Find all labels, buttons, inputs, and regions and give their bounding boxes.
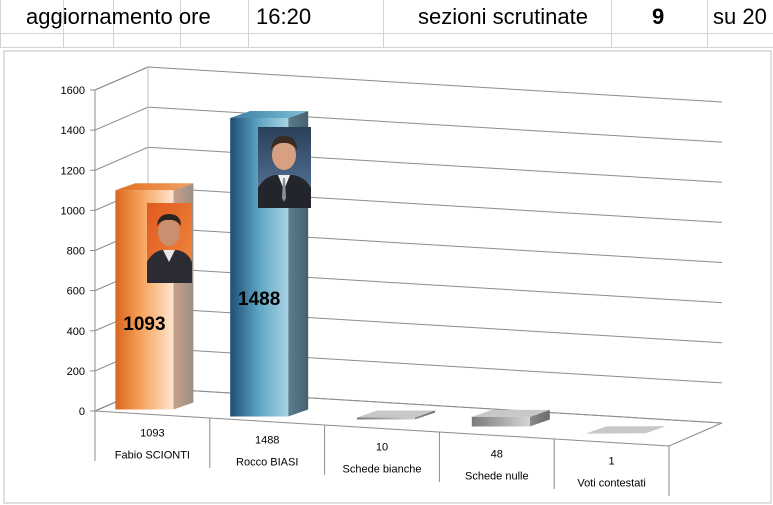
bar-4 [471,409,550,427]
bar-front [471,416,530,427]
grid-line [63,0,64,48]
category-label: Schede bianche [343,464,422,476]
update-label: aggiornamento ore [26,4,211,29]
y-tick-label: 1000 [61,205,85,217]
bar-data-label: 1093 [123,314,165,335]
gridline-depth [94,146,149,171]
y-tick-label: 1400 [61,125,85,137]
y-tick-label: 0 [79,406,85,418]
bar-top [357,410,435,418]
grid-line [113,0,114,48]
gridline [147,106,723,143]
y-tick-label: 600 [67,286,85,298]
category-label: Schede nulle [465,471,529,483]
category-label: Voti contestati [577,478,646,490]
header-row: aggiornamento ore 16:20 sezioni scrutina… [0,0,773,48]
category-value-label: 1093 [140,428,164,440]
grid-line [0,47,773,48]
grid-line [0,33,773,34]
bar-top [586,426,665,434]
bar-top [471,409,550,417]
bar-side [415,410,435,420]
category-value-label: 1 [609,456,615,468]
bar-top [230,110,309,118]
bar-3 [357,410,435,420]
bar-side [644,426,665,434]
grid-line [611,0,612,48]
grid-line [180,0,181,48]
gridline [147,66,723,103]
category-label: Rocco BIASI [236,457,298,469]
gridline-depth [94,106,149,131]
update-time: 16:20 [256,4,312,29]
bar-top [115,183,194,191]
candidate-photo-scionti [147,203,192,283]
grid-line [0,0,1,48]
sections-count: 9 [652,4,665,29]
bar-side [529,409,550,427]
sections-label: sezioni scrutinate [418,4,588,29]
grid-line [248,0,249,48]
y-tick-label: 1200 [61,165,85,177]
y-tick-label: 800 [67,246,85,258]
y-tick-label: 400 [67,326,85,338]
grid-line [383,0,384,48]
bar-5 [586,426,665,434]
sections-total: su 20 [713,4,767,29]
y-tick-label: 200 [67,366,85,378]
bar-data-label: 1488 [238,289,280,310]
category-value-label: 48 [491,449,503,461]
bar-front [357,417,415,420]
category-value-label: 1488 [255,435,279,447]
category-value-label: 10 [376,442,388,454]
candidate-photo-biasi [258,127,311,208]
bars [115,110,665,434]
category-label: Fabio SCIONTI [115,450,190,462]
chart-frame [3,50,772,504]
grid-line [707,0,708,48]
y-tick-label: 1600 [61,85,85,97]
